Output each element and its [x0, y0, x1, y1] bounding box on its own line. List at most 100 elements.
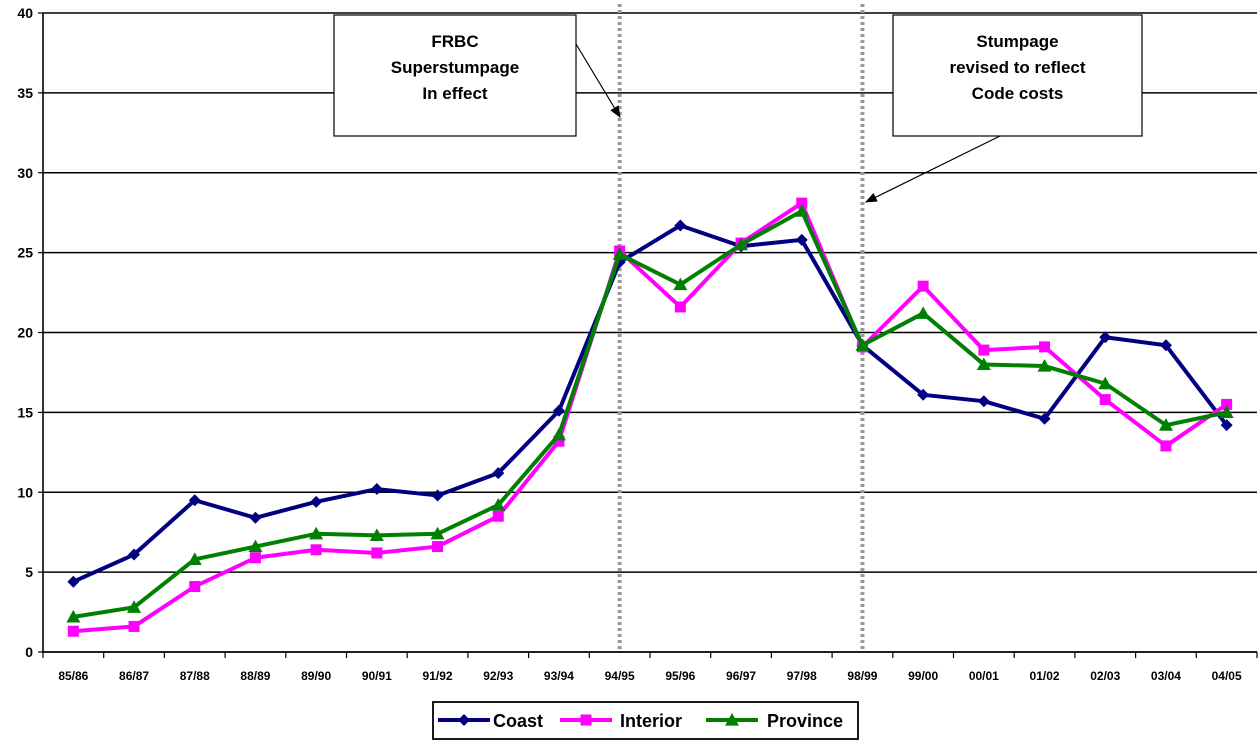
data-point-triangle	[66, 609, 81, 623]
data-point-triangle	[127, 600, 142, 613]
legend-label: Coast	[493, 711, 543, 731]
grid-lines	[43, 12, 1257, 653]
legend-marker-diamond	[458, 714, 470, 726]
data-point-diamond	[795, 233, 808, 246]
data-point-diamond	[492, 467, 505, 480]
data-point-square	[67, 625, 79, 637]
data-point-diamond	[674, 219, 687, 232]
y-tick-label: 30	[17, 165, 33, 181]
y-tick-label: 20	[17, 325, 33, 341]
data-point-triangle	[491, 498, 506, 511]
y-tick-label: 5	[25, 564, 33, 580]
y-tick-label: 0	[25, 644, 33, 660]
data-point-diamond	[431, 489, 444, 502]
data-point-diamond	[1220, 419, 1233, 432]
legend-marker-triangle	[725, 713, 739, 726]
data-point-triangle	[369, 528, 384, 541]
data-point-diamond	[1159, 339, 1172, 352]
data-point-triangle	[309, 526, 324, 540]
data-point-diamond	[552, 404, 565, 417]
axes: 0 5 10 15 20 25 30 35 40 85/86 86/87 87/88 88/89 89/9…	[17, 5, 1258, 683]
x-tick-label: 03/04	[1151, 669, 1181, 683]
annotation-text: In effect	[422, 84, 488, 103]
data-point-triangle	[1158, 418, 1173, 431]
data-point-square	[978, 344, 990, 356]
series-province	[66, 204, 1234, 623]
x-tick-label: 95/96	[665, 669, 695, 683]
data-point-triangle	[916, 306, 931, 319]
data-point-square	[796, 197, 808, 209]
annotation-text: Code costs	[972, 84, 1064, 103]
data-point-square	[249, 552, 261, 564]
data-point-diamond	[67, 575, 80, 588]
x-tick-label: 93/94	[544, 669, 574, 683]
series-coast	[67, 219, 1233, 588]
data-point-square	[1160, 440, 1172, 452]
series-line	[73, 201, 1228, 634]
series-interior	[67, 197, 1233, 637]
x-tick-label: 96/97	[726, 669, 756, 683]
x-tick-label: 97/98	[787, 669, 817, 683]
legend-label: Province	[767, 711, 843, 731]
x-tick-label: 85/86	[58, 669, 88, 683]
data-point-diamond	[917, 388, 930, 401]
x-tick-label: 92/93	[483, 669, 513, 683]
x-tick-label: 99/00	[908, 669, 938, 683]
y-tick-label: 40	[17, 5, 33, 21]
data-point-square	[432, 541, 444, 553]
data-point-square	[917, 280, 929, 292]
data-point-triangle	[1037, 359, 1052, 372]
x-tick-label: 86/87	[119, 669, 149, 683]
annotation-text: revised to reflect	[949, 58, 1085, 77]
legend-marker-square	[580, 714, 592, 726]
data-point-triangle	[187, 552, 202, 565]
data-point-triangle	[248, 539, 263, 553]
data-point-triangle	[1098, 376, 1113, 390]
x-tick-label: 01/02	[1030, 669, 1060, 683]
data-point-square	[128, 620, 140, 632]
legend-label: Interior	[620, 711, 682, 731]
data-point-diamond	[188, 494, 201, 507]
data-point-square	[553, 435, 565, 447]
annotations: FRBC Superstumpage In effect Stumpage revise…	[333, 14, 1143, 203]
x-tick-label: 98/99	[847, 669, 877, 683]
series-line	[72, 223, 1229, 584]
data-point-diamond	[310, 495, 323, 508]
legend-frame	[432, 701, 859, 740]
x-tick-label: 88/89	[240, 669, 270, 683]
data-point-diamond	[977, 395, 990, 408]
x-tick-label: 04/05	[1212, 669, 1242, 683]
data-point-square	[1039, 341, 1051, 353]
legend: Coast Interior Province	[432, 701, 859, 740]
data-point-triangle	[976, 357, 991, 371]
data-point-square	[371, 547, 383, 559]
x-tick-label: 90/91	[362, 669, 392, 683]
data-point-triangle	[612, 247, 627, 260]
data-point-triangle	[1219, 405, 1234, 418]
y-tick-label: 25	[17, 245, 33, 261]
data-point-diamond	[1099, 331, 1112, 344]
data-point-triangle	[551, 427, 566, 441]
y-tick-label: 15	[17, 404, 33, 420]
annotation-frame	[333, 14, 577, 137]
x-tick-label: 87/88	[180, 669, 210, 683]
data-point-diamond	[1038, 412, 1051, 425]
data-point-triangle	[855, 338, 870, 351]
series-line	[73, 209, 1228, 619]
data-point-square	[1221, 398, 1233, 410]
data-point-square	[189, 581, 201, 593]
data-point-diamond	[249, 511, 262, 524]
data-point-triangle	[734, 237, 749, 251]
series-lines	[66, 197, 1234, 637]
x-tick-label: 94/95	[605, 669, 635, 683]
legend-box: Coast Interior Province	[432, 701, 859, 740]
annotation-text: Superstumpage	[391, 58, 519, 77]
data-point-triangle	[430, 526, 445, 540]
annotation-frame	[892, 14, 1143, 137]
data-point-triangle	[794, 204, 809, 217]
data-point-diamond	[128, 548, 141, 561]
annotation-text: Stumpage	[976, 32, 1058, 51]
x-tick-label: 89/90	[301, 669, 331, 683]
annotation-arrow	[864, 135, 1001, 203]
